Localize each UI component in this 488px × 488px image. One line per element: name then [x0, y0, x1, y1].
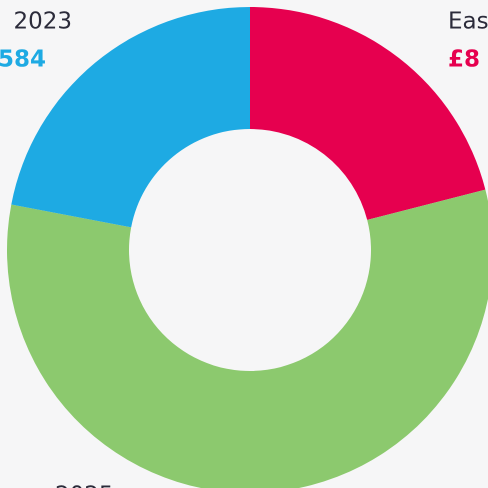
donut-slice: [7, 189, 488, 488]
donut-slice: [11, 7, 250, 228]
category-label: 2025: [55, 483, 114, 488]
category-label: 2023: [13, 9, 72, 35]
amount-label: 584: [0, 47, 46, 73]
amount-label: £8: [448, 47, 480, 73]
category-label: Eas: [448, 9, 488, 35]
donut-slice: [250, 7, 486, 220]
